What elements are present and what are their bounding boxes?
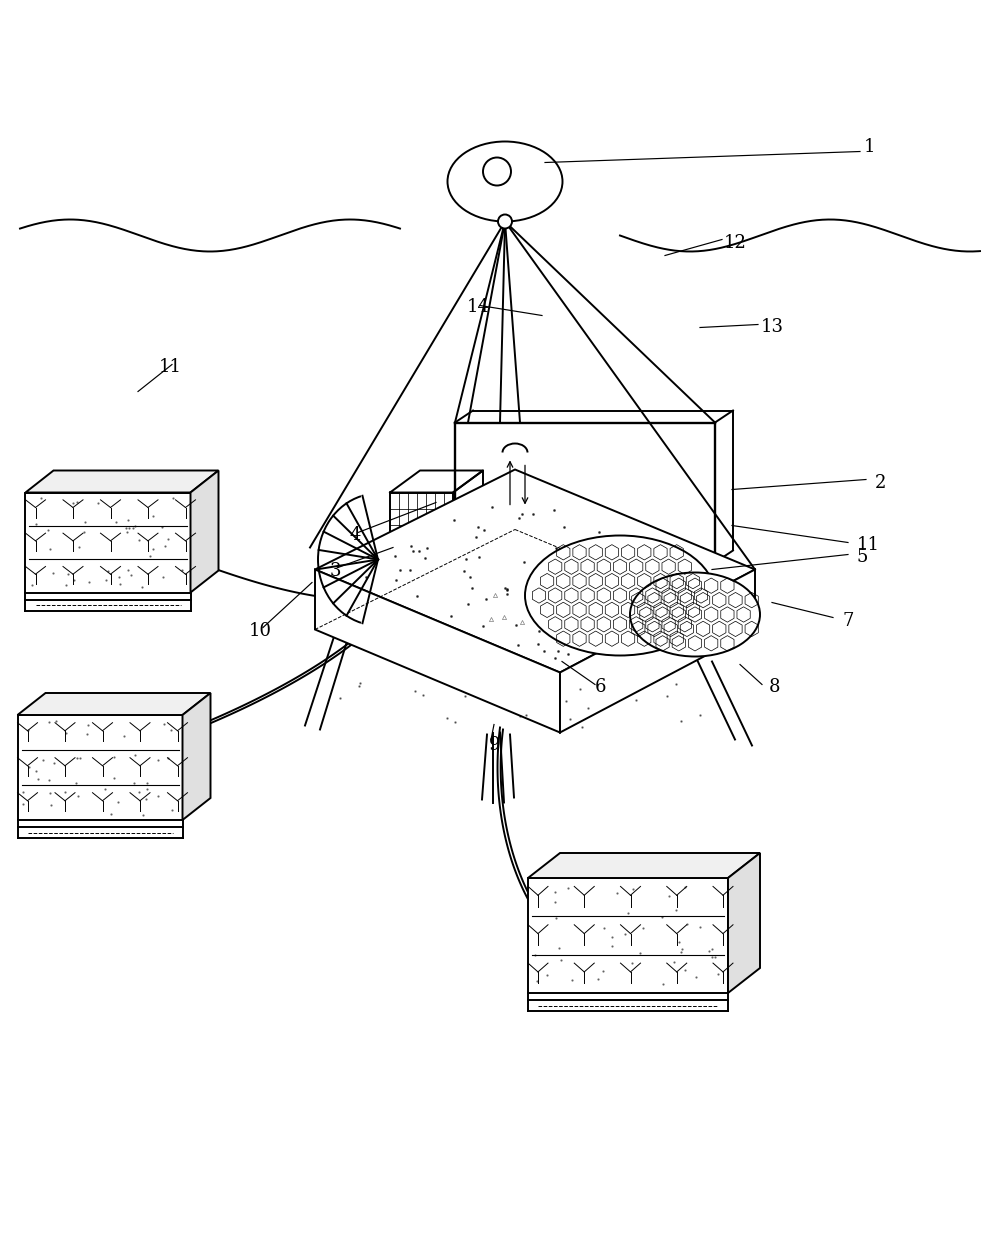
Ellipse shape [525,536,715,656]
Circle shape [498,215,512,228]
Polygon shape [560,569,755,732]
Polygon shape [18,693,210,715]
Text: 12: 12 [724,233,746,252]
Text: 11: 11 [158,358,182,377]
Text: 7: 7 [842,611,854,630]
Polygon shape [26,493,190,593]
Polygon shape [26,471,218,493]
Polygon shape [728,853,760,993]
Text: 14: 14 [467,299,489,316]
Text: 6: 6 [594,678,606,697]
Text: 5: 5 [856,548,868,567]
Polygon shape [190,471,218,593]
Polygon shape [315,469,755,673]
Polygon shape [315,569,560,732]
Text: 2: 2 [874,473,886,492]
Text: 8: 8 [769,678,781,697]
Polygon shape [18,715,182,820]
Polygon shape [528,853,760,878]
Text: 4: 4 [349,526,361,545]
Ellipse shape [448,142,562,221]
Circle shape [483,158,511,185]
Text: 13: 13 [761,319,784,336]
Polygon shape [528,878,728,993]
Text: 10: 10 [248,621,272,640]
Text: 3: 3 [329,562,341,579]
Ellipse shape [630,573,760,657]
Text: 1: 1 [864,138,876,157]
Text: 9: 9 [489,736,501,753]
Polygon shape [182,693,210,820]
Text: 11: 11 [856,536,880,555]
